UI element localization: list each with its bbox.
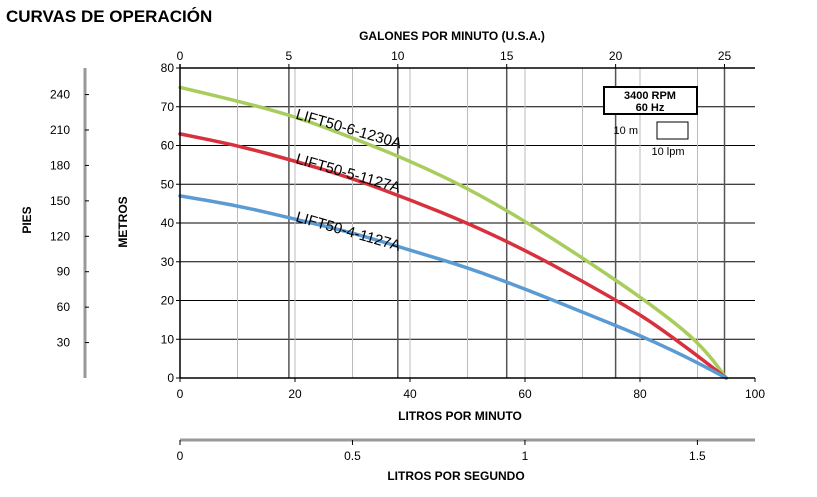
lps-tick-label: 0.5 bbox=[344, 449, 361, 463]
lpm-tick-label: 0 bbox=[177, 387, 184, 401]
scale-box bbox=[656, 121, 689, 140]
feet-tick-label: 120 bbox=[50, 229, 70, 243]
scale-lpm-label: 10 lpm bbox=[651, 146, 684, 158]
meters-tick-label: 30 bbox=[161, 255, 175, 269]
feet-tick-label: 240 bbox=[50, 88, 70, 102]
curve-lift50-4-1127a bbox=[178, 194, 728, 380]
meters-tick-label: 20 bbox=[161, 294, 175, 308]
meters-tick-label: 80 bbox=[161, 61, 175, 75]
gpm-tick-label: 5 bbox=[286, 49, 293, 63]
lps-tick-label: 0 bbox=[177, 449, 184, 463]
meters-tick-label: 10 bbox=[161, 332, 175, 346]
lpm-tick-label: 20 bbox=[288, 387, 302, 401]
feet-tick-label: 150 bbox=[50, 194, 70, 208]
scale-m-label: 10 m bbox=[614, 125, 638, 137]
lps-axis-label: LITROS POR SEGUNDO bbox=[387, 469, 524, 483]
lps-tick-label: 1 bbox=[522, 449, 529, 463]
curve-lift50-5-1127a bbox=[178, 132, 728, 380]
meters-tick-label: 0 bbox=[167, 371, 174, 385]
page-title: CURVAS DE OPERACIÓN bbox=[6, 7, 212, 26]
rpm-legend: 3400 RPM 60 Hz 10 m 10 lpm bbox=[603, 86, 698, 158]
feet-tick-label: 210 bbox=[50, 123, 70, 137]
meters-tick-label: 60 bbox=[161, 139, 175, 153]
gpm-tick-label: 15 bbox=[500, 49, 514, 63]
feet-tick-label: 90 bbox=[57, 265, 71, 279]
rpm-label: 3400 RPM bbox=[624, 90, 676, 102]
lps-tick-label: 1.5 bbox=[689, 449, 706, 463]
gpm-tick-label: 25 bbox=[718, 49, 732, 63]
hz-label: 60 Hz bbox=[636, 102, 665, 114]
top-axis-label: GALONES POR MINUTO (U.S.A.) bbox=[359, 29, 545, 43]
bottom-axis-label: LITROS POR MINUTO bbox=[398, 409, 522, 423]
lpm-tick-label: 60 bbox=[518, 387, 532, 401]
meters-tick-label: 50 bbox=[161, 177, 175, 191]
lpm-tick-label: 40 bbox=[403, 387, 417, 401]
rpm-legend-box bbox=[603, 86, 698, 115]
gpm-tick-label: 10 bbox=[391, 49, 405, 63]
gpm-tick-label: 20 bbox=[609, 49, 623, 63]
meters-axis-label: METROS bbox=[116, 196, 130, 247]
lpm-tick-label: 100 bbox=[745, 387, 765, 401]
feet-tick-label: 180 bbox=[50, 158, 70, 172]
feet-axis-label: PIES bbox=[20, 206, 34, 233]
meters-tick-label: 70 bbox=[161, 100, 175, 114]
feet-tick-label: 60 bbox=[57, 300, 71, 314]
feet-tick-label: 30 bbox=[57, 336, 71, 350]
curve-lift50-6-1230a bbox=[178, 85, 728, 380]
meters-tick-label: 40 bbox=[161, 216, 175, 230]
lpm-tick-label: 80 bbox=[633, 387, 647, 401]
gpm-tick-label: 0 bbox=[177, 49, 184, 63]
